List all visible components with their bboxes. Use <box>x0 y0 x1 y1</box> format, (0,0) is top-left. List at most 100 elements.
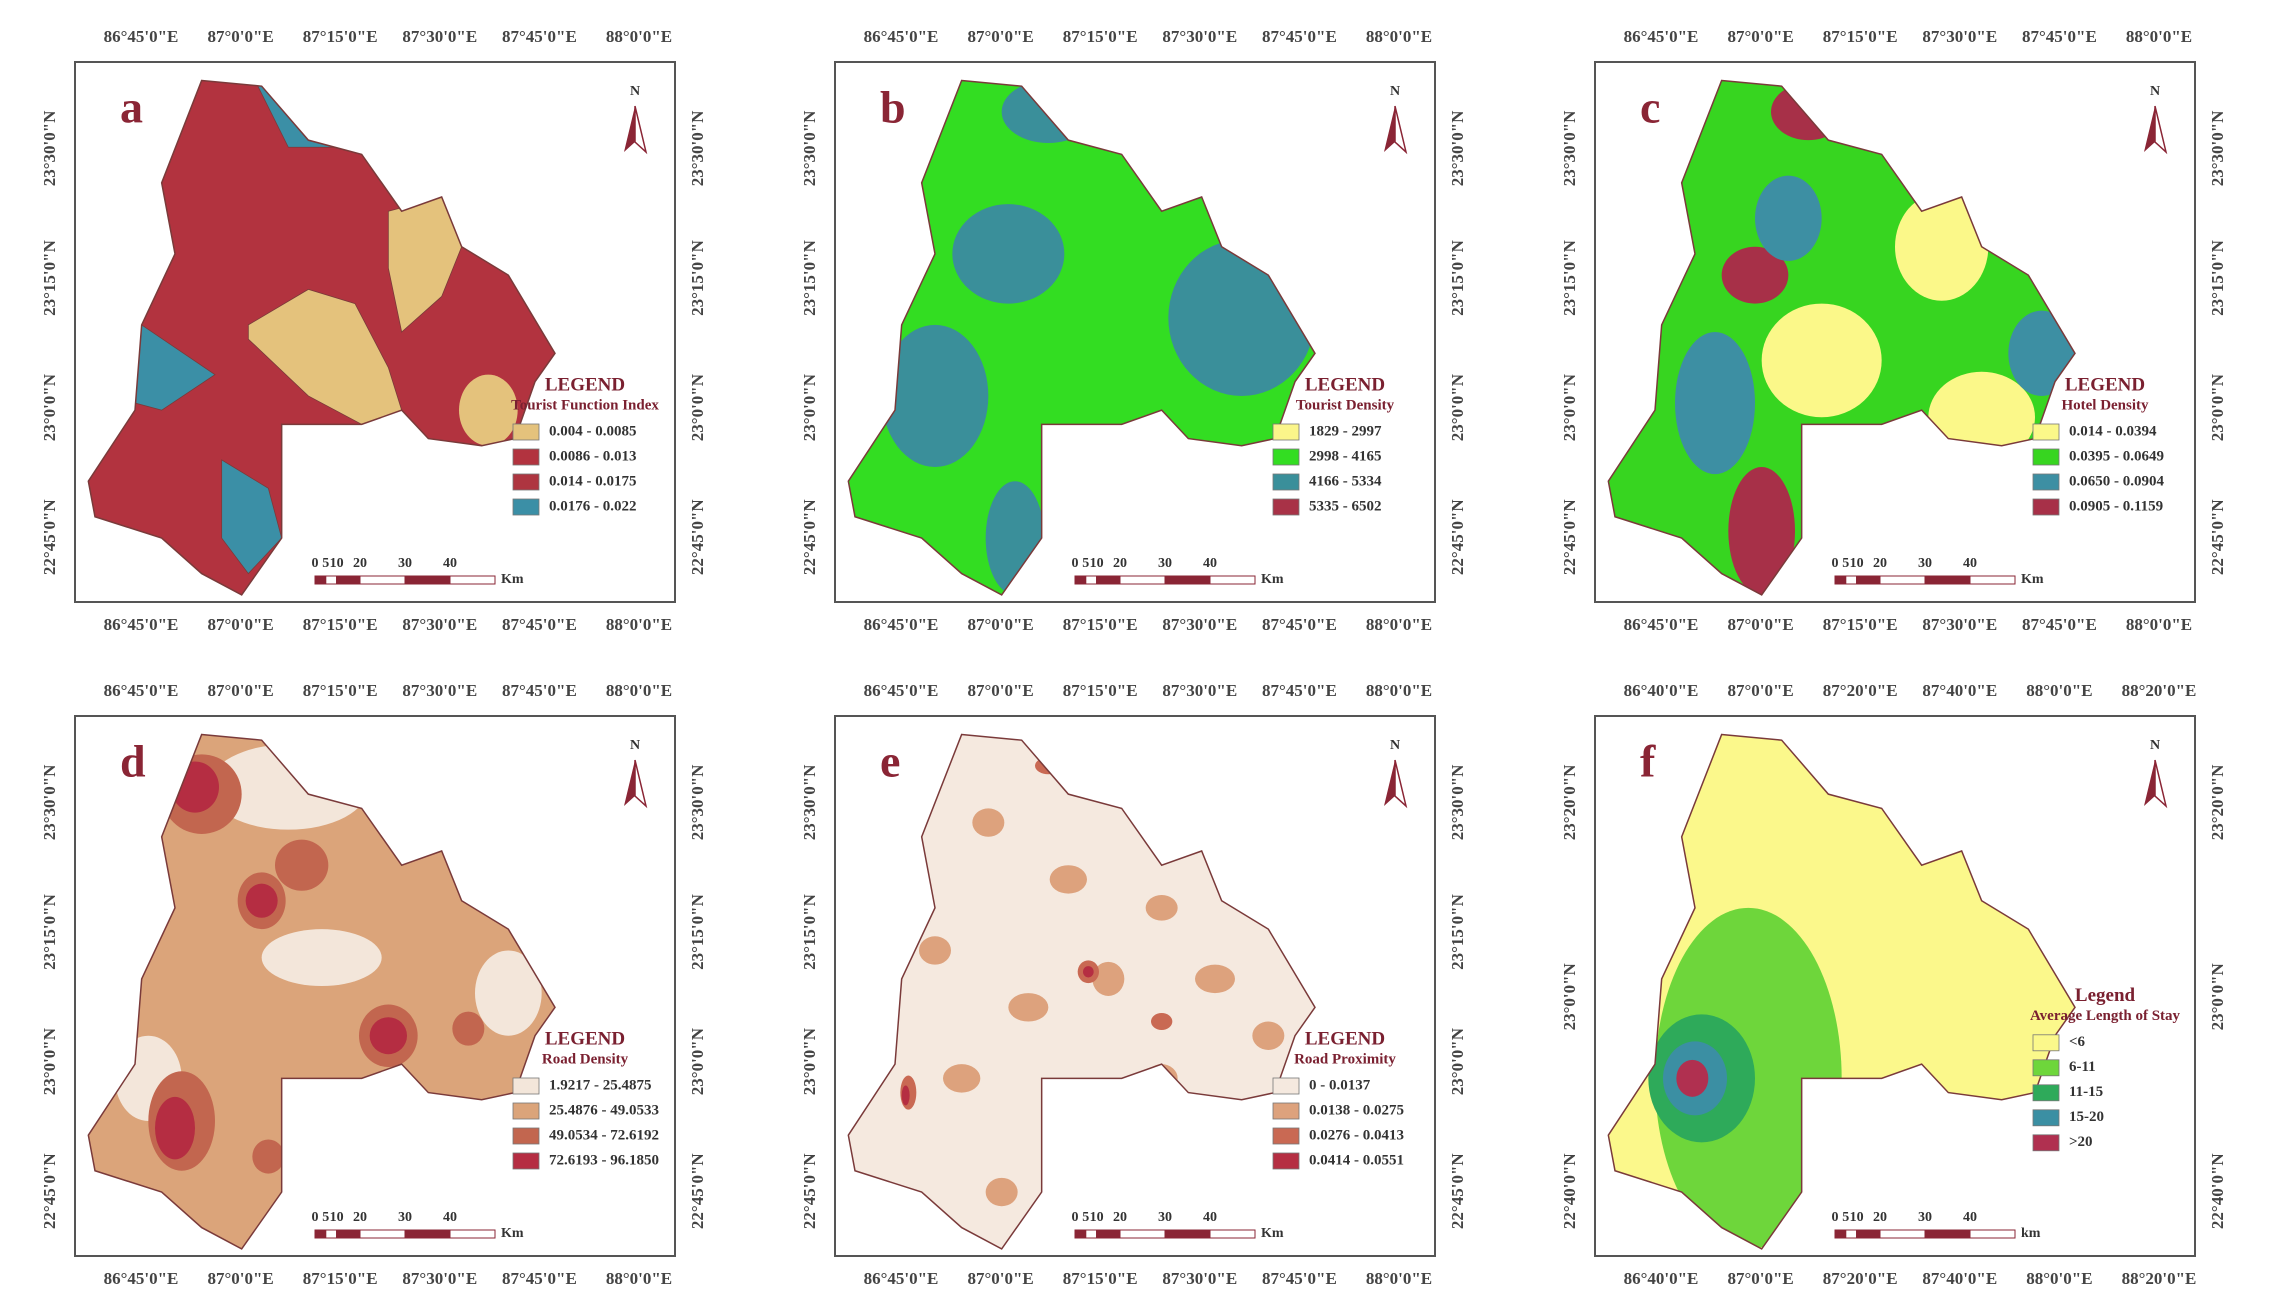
scale-bar-segment <box>1119 575 1166 585</box>
zone <box>919 936 951 965</box>
scale-label: 5 <box>1842 1210 1849 1225</box>
scale-bar-segment <box>1924 1229 1971 1239</box>
left-coordinate: 23°0'0"N <box>1560 962 1579 1030</box>
legend-label: 0.0414 - 0.0551 <box>1309 1152 1404 1168</box>
legend-swatch <box>2032 473 2060 491</box>
scale-label: 10 <box>1090 1210 1104 1225</box>
scale-label: 0 <box>1832 556 1839 571</box>
north-arrow <box>2144 760 2155 806</box>
bottom-coordinate: 87°20'0"E <box>1823 1269 1898 1288</box>
left-coordinate: 23°30'0"N <box>40 110 59 186</box>
bottom-coordinate: 86°45'0"E <box>864 615 939 634</box>
district-base <box>848 734 1315 1249</box>
right-coordinate: 23°15'0"N <box>1448 239 1467 315</box>
north-label: N <box>1390 84 1400 99</box>
top-coordinate: 87°20'0"E <box>1823 681 1898 700</box>
scale-label: 10 <box>1850 556 1864 571</box>
right-coordinate: 22°45'0"N <box>2208 499 2227 575</box>
right-coordinate: 23°0'0"N <box>1448 373 1467 441</box>
zone <box>245 883 278 918</box>
bottom-coordinate: 86°45'0"E <box>1624 615 1699 634</box>
left-coordinate: 22°40'0"N <box>1560 1153 1579 1229</box>
scale-bar-segment <box>314 1229 327 1239</box>
zone <box>1676 1059 1709 1097</box>
zone <box>1252 1021 1285 1050</box>
top-coordinate: 88°0'0"E <box>606 681 672 700</box>
legend-label: <6 <box>2069 1034 2086 1050</box>
legend-swatch <box>2032 1084 2060 1102</box>
district-base <box>848 80 1315 595</box>
bottom-coordinate: 87°0'0"E <box>1727 615 1793 634</box>
legend-label: 0.0176 - 0.022 <box>549 498 637 514</box>
legend-swatch <box>2032 448 2060 466</box>
district-outline <box>87 79 556 596</box>
scale-bar-segment <box>1074 575 1087 585</box>
north-label: N <box>2150 84 2160 99</box>
left-coordinate: 23°0'0"N <box>800 373 819 441</box>
map-panel: 86°45'0"E 86°45'0"E 87°0'0"E 87°0'0"E 87°15'… <box>40 27 707 634</box>
right-coordinate: 23°30'0"N <box>688 764 707 840</box>
legend-swatch <box>1272 473 1300 491</box>
legend-label: 4166 - 5334 <box>1309 473 1382 489</box>
scale-label: 20 <box>1113 1210 1127 1225</box>
left-coordinate: 23°0'0"N <box>1560 373 1579 441</box>
map-panel: 86°45'0"E 86°45'0"E 87°0'0"E 87°0'0"E 87°15'… <box>1560 27 2227 634</box>
zone <box>943 1064 981 1093</box>
left-coordinate: 23°0'0"N <box>40 373 59 441</box>
bottom-coordinate: 87°30'0"E <box>1922 615 1997 634</box>
right-coordinate: 23°30'0"N <box>1448 764 1467 840</box>
right-coordinate: 23°0'0"N <box>688 1027 707 1095</box>
bottom-coordinate: 87°0'0"E <box>967 1269 1033 1288</box>
district-outline <box>87 733 556 1250</box>
right-coordinate: 23°0'0"N <box>2208 373 2227 441</box>
bottom-coordinate: 88°0'0"E <box>606 615 672 634</box>
zone <box>1195 964 1235 994</box>
legend-swatch <box>2032 423 2060 441</box>
legend-label: 25.4876 - 49.0533 <box>549 1102 659 1118</box>
right-coordinate: 23°15'0"N <box>688 239 707 315</box>
top-coordinate: 87°0'0"E <box>1727 27 1793 46</box>
bottom-coordinate: 87°45'0"E <box>502 615 577 634</box>
scale-bar-segment <box>1164 1229 1211 1239</box>
legend-label: 0.0138 - 0.0275 <box>1309 1102 1404 1118</box>
legend-swatch <box>1272 1077 1300 1095</box>
bottom-coordinate: 87°15'0"E <box>1063 1269 1138 1288</box>
legend-label: 1829 - 2997 <box>1309 423 1382 439</box>
top-coordinate: 87°0'0"E <box>967 27 1033 46</box>
legend-subtitle: Tourist Density <box>1296 397 1395 413</box>
top-coordinate: 88°0'0"E <box>2026 681 2092 700</box>
scale-bar-segment <box>449 575 496 585</box>
zone <box>452 1011 485 1046</box>
right-coordinate: 23°0'0"N <box>1448 1027 1467 1095</box>
north-arrow <box>2154 105 2168 155</box>
scale-bar-segment <box>1164 575 1211 585</box>
scale-bar-segment <box>1085 1229 1098 1239</box>
top-coordinate: 87°0'0"E <box>207 681 273 700</box>
right-coordinate: 22°45'0"N <box>1448 499 1467 575</box>
scale-bar-segment <box>1085 575 1098 585</box>
right-coordinate: 22°45'0"N <box>688 1153 707 1229</box>
bottom-coordinate: 86°45'0"E <box>864 1269 939 1288</box>
legend-title: Legend <box>2075 985 2136 1006</box>
right-coordinate: 23°30'0"N <box>2208 110 2227 186</box>
left-coordinate: 23°15'0"N <box>800 893 819 969</box>
zone <box>985 1177 1018 1207</box>
top-coordinate: 87°0'0"E <box>207 27 273 46</box>
scale-label: 30 <box>398 1210 412 1225</box>
scale-bar-segment <box>1879 1229 1926 1239</box>
legend-subtitle: Road Proximity <box>1294 1051 1396 1067</box>
left-coordinate: 22°45'0"N <box>40 1153 59 1229</box>
left-coordinate: 23°20'0"N <box>1560 764 1579 840</box>
legend-swatch <box>2032 1109 2060 1127</box>
north-arrow <box>2144 106 2155 152</box>
scale-bar-segment <box>1924 575 1971 585</box>
zone <box>2008 310 2075 396</box>
scale-bar-segment <box>1209 575 1256 585</box>
bottom-coordinate: 86°45'0"E <box>104 615 179 634</box>
scale-bar-segment <box>404 1229 451 1239</box>
zone <box>475 950 542 1036</box>
scale-unit: Km <box>1261 572 1284 587</box>
legend-title: LEGEND <box>545 374 625 395</box>
north-label: N <box>1390 738 1400 753</box>
